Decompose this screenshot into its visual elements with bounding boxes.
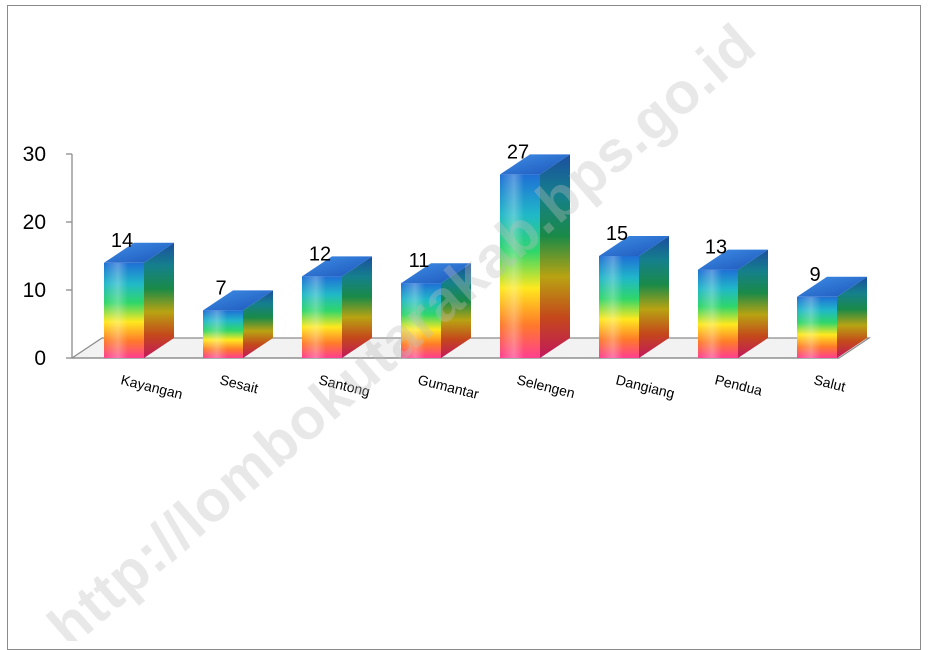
bar-shine: [302, 276, 342, 358]
y-tick-label: 10: [23, 279, 46, 302]
bar-top: [302, 256, 372, 277]
category-label: Kayangan: [119, 371, 184, 402]
bar-top: [401, 263, 471, 284]
category-label: Pendua: [713, 371, 764, 398]
bar-top: [599, 236, 669, 256]
bar-side: [441, 263, 471, 358]
data-label: 14: [111, 230, 133, 252]
category-label: Selengen: [515, 371, 576, 401]
bar: [797, 276, 867, 358]
bar-top: [500, 154, 570, 175]
category-label: Sesait: [218, 371, 260, 396]
bar: [698, 249, 768, 358]
y-tick-label: 0: [34, 347, 46, 370]
bar-side: [837, 276, 867, 358]
bar-side: [342, 256, 372, 358]
bar-shine: [500, 174, 540, 358]
bar-top: [797, 276, 867, 297]
bar: [599, 236, 669, 358]
category-label: Salut: [812, 371, 847, 394]
data-label: 7: [215, 277, 226, 299]
bar: [203, 290, 273, 358]
bar-side: [540, 154, 570, 358]
bar-shine: [797, 296, 837, 358]
bar-shine: [104, 262, 144, 358]
data-label: 13: [705, 237, 727, 259]
y-tick-label: 30: [23, 143, 46, 166]
data-label: 27: [507, 141, 529, 163]
bar-side: [144, 242, 174, 358]
bar-shine: [599, 256, 639, 358]
data-label: 11: [409, 250, 430, 272]
bar-side: [639, 236, 669, 358]
bar-shine: [698, 269, 738, 358]
bar-top: [104, 242, 174, 263]
data-label: 12: [309, 243, 331, 265]
bar: [104, 242, 174, 358]
bar-side: [738, 249, 768, 358]
data-label: 9: [809, 264, 820, 286]
y-tick-label: 20: [23, 211, 46, 234]
bar: [401, 263, 471, 358]
bar: [500, 154, 570, 358]
bar-top: [203, 290, 273, 311]
bar-top: [698, 249, 768, 270]
category-label: Gumantar: [416, 371, 481, 402]
bar-shine: [203, 310, 243, 358]
data-label: 15: [606, 223, 628, 245]
category-label: Dangiang: [614, 371, 676, 401]
bar-shine: [401, 283, 441, 358]
bar-side: [243, 290, 273, 358]
bar: [302, 256, 372, 358]
